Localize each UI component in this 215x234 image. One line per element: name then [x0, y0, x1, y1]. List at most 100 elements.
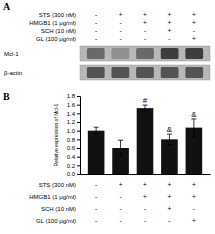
- error-bar-stem: [120, 140, 121, 156]
- error-bar: [143, 105, 148, 111]
- blot-band: [112, 67, 130, 78]
- blot-band: [136, 67, 154, 78]
- treatment-sign: +: [192, 217, 196, 224]
- y-tick-mark: [77, 113, 80, 114]
- treatment-label: HMGB1 (1 μg/ml): [29, 20, 76, 26]
- error-bar: [94, 127, 99, 134]
- y-tick-mark: [77, 131, 80, 132]
- treatment-sign: -: [95, 193, 97, 200]
- y-tick-label: 0.0: [67, 171, 76, 177]
- error-bar-cap: [191, 136, 196, 137]
- y-tick-mark: [77, 157, 80, 158]
- treatment-label: GL (100 μg/ml): [36, 36, 76, 42]
- treatment-label: SCH (10 nM): [41, 206, 76, 212]
- error-bar-cap: [94, 134, 99, 135]
- treatment-sign: -: [168, 35, 170, 42]
- treatment-sign: +: [168, 19, 172, 26]
- error-bar: [118, 140, 123, 156]
- treatment-sign: +: [192, 19, 196, 26]
- treatment-sign: -: [95, 27, 97, 34]
- blot-label: β-actin: [4, 70, 22, 76]
- y-tick-label: 1.8: [67, 93, 76, 99]
- annotation: &: [191, 110, 197, 119]
- y-tick-mark: [77, 122, 80, 123]
- treatment-sign: -: [144, 217, 146, 224]
- treatment-sign: -: [168, 217, 170, 224]
- y-tick-mark: [77, 105, 80, 106]
- treatment-label: SCH (10 nM): [41, 28, 76, 34]
- y-tick-mark: [77, 174, 80, 175]
- y-tick: 1.4: [67, 111, 80, 117]
- treatment-sign: -: [119, 19, 121, 26]
- treatment-sign: +: [192, 35, 196, 42]
- treatment-label: STS (300 nM): [39, 12, 76, 18]
- treatment-sign: +: [192, 181, 196, 188]
- panel-label: B: [3, 91, 10, 102]
- y-tick-mark: [77, 165, 80, 166]
- treatment-sign: +: [192, 11, 196, 18]
- treatment-sign: -: [193, 205, 195, 212]
- y-tick-label: 1.2: [67, 119, 76, 125]
- treatment-sign: -: [144, 27, 146, 34]
- treatment-sign: +: [143, 193, 147, 200]
- blot-band: [185, 48, 203, 59]
- error-bar: [191, 119, 196, 136]
- y-tick-label: 0.6: [67, 145, 76, 151]
- treatment-sign: +: [168, 181, 172, 188]
- figure: ASTS (300 nM)-++++HMGB1 (1 μg/ml)--+++SC…: [0, 0, 215, 234]
- bar: [137, 108, 154, 174]
- error-bar-stem: [145, 105, 146, 111]
- treatment-sign: -: [119, 205, 121, 212]
- treatment-sign: +: [168, 193, 172, 200]
- y-tick-label: 1.4: [67, 111, 76, 117]
- panel-b: B0.00.20.40.60.81.01.21.41.61.8Relative …: [3, 91, 211, 177]
- treatment-sign: +: [168, 11, 172, 18]
- error-bar-cap: [118, 155, 123, 156]
- treatment-sign: +: [143, 19, 147, 26]
- error-bar-cap: [143, 111, 148, 112]
- treatment-sign: +: [119, 11, 123, 18]
- bar: [88, 131, 105, 174]
- y-tick-label: 0.2: [67, 163, 76, 169]
- y-tick: 0.2: [67, 163, 80, 169]
- blot-label: Mcl-1: [4, 51, 19, 57]
- x-axis-line: [81, 174, 211, 175]
- y-tick: 0.0: [67, 171, 80, 177]
- blot-band: [185, 67, 203, 78]
- blot-band: [161, 67, 179, 78]
- y-tick: 0.8: [67, 137, 80, 143]
- treatment-sign: -: [119, 35, 121, 42]
- treatment-sign: -: [95, 205, 97, 212]
- blot-background: [80, 46, 210, 61]
- treatment-sign: +: [143, 181, 147, 188]
- y-tick-label: 1.6: [67, 102, 76, 108]
- y-tick-mark: [77, 96, 80, 97]
- treatment-sign: +: [168, 205, 172, 212]
- blot-band: [87, 67, 105, 78]
- blot-band: [112, 48, 130, 59]
- treatment-sign: -: [119, 193, 121, 200]
- error-bar: [167, 134, 172, 144]
- y-tick-mark: [77, 148, 80, 149]
- treatment-sign: -: [95, 11, 97, 18]
- y-tick-mark: [77, 139, 80, 140]
- treatment-sign: -: [95, 35, 97, 42]
- treatment-sign: -: [144, 35, 146, 42]
- error-bar-stem: [96, 127, 97, 134]
- annotation: #: [143, 96, 148, 105]
- treatment-sign: -: [95, 19, 97, 26]
- treatment-label: GL (100 μg/ml): [36, 218, 76, 224]
- y-tick: 0.6: [67, 145, 80, 151]
- treatment-sign: -: [119, 27, 121, 34]
- error-bar-cap: [118, 140, 123, 141]
- treatment-sign: -: [193, 27, 195, 34]
- treatment-sign: -: [95, 181, 97, 188]
- treatment-sign: +: [168, 27, 172, 34]
- y-axis-line: [77, 97, 81, 175]
- treatment-table-b: STS (300 nM)-++++HMGB1 (1 μg/ml)--+++SCH…: [29, 181, 196, 224]
- annotation: &: [167, 125, 173, 134]
- blot-band: [136, 48, 154, 59]
- y-tick: 1.0: [67, 128, 80, 134]
- treatment-label: STS (300 nM): [39, 182, 76, 188]
- y-axis: 0.00.20.40.60.81.01.21.41.61.8: [67, 93, 81, 177]
